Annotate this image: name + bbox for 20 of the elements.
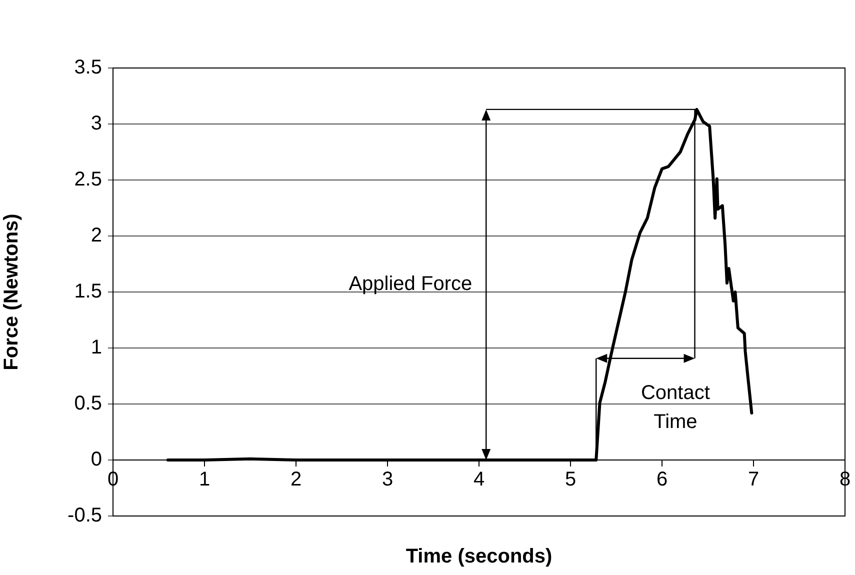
y-tick-label: 3.5 xyxy=(74,56,102,79)
y-tick-label: 1.5 xyxy=(74,280,102,303)
y-tick-label: 2.5 xyxy=(74,168,102,191)
y-tick-label: 3 xyxy=(90,112,102,135)
x-tick-label: 4 xyxy=(473,468,485,491)
y-tick-label: 0 xyxy=(90,448,102,471)
x-tick-label: 1 xyxy=(198,468,210,491)
y-tick-label: 2 xyxy=(90,224,102,247)
annotation: Contact Time xyxy=(640,382,710,433)
x-tick-label: 2 xyxy=(290,468,302,491)
x-tick-label: 7 xyxy=(748,468,760,491)
y-axis-title: Force (Newtons) xyxy=(0,214,23,370)
y-tick-label: -0.5 xyxy=(68,504,102,527)
x-tick-label: 5 xyxy=(564,468,576,491)
x-tick-label: 3 xyxy=(382,468,394,491)
x-axis-title: Time (seconds) xyxy=(406,546,552,568)
annotation: Applied Force xyxy=(348,273,472,296)
y-tick-label: 1 xyxy=(90,336,102,359)
y-tick-label: 0.5 xyxy=(74,392,102,415)
x-tick-label: 6 xyxy=(656,468,668,491)
